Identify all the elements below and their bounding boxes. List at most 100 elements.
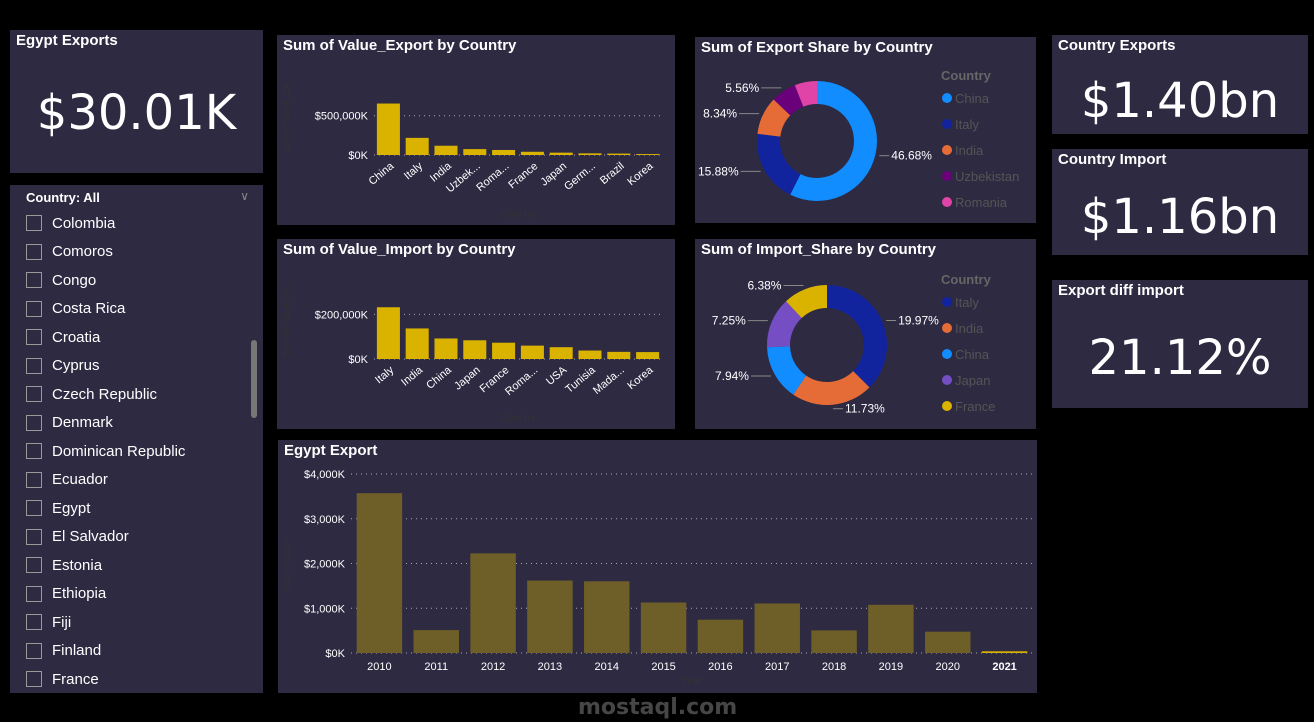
import-share-donut: Sum of Import_Share by Country 19.97% Ita… <box>695 239 1036 429</box>
kpi-value: 21.12% <box>1088 330 1272 386</box>
donut-slice <box>767 346 807 395</box>
checkbox[interactable] <box>26 215 42 231</box>
slicer-item[interactable]: Colombia <box>26 209 115 237</box>
slicer-item-label: France <box>52 670 99 688</box>
legend-marker <box>942 197 952 207</box>
slicer-item-label: Costa Rica <box>52 300 126 317</box>
legend-label: Italy <box>955 117 979 132</box>
checkbox[interactable] <box>26 671 42 687</box>
data-label: 7.25% <box>712 314 746 328</box>
donut-slice <box>757 99 791 137</box>
slicer-item-label: Finland <box>52 642 102 659</box>
checkbox[interactable] <box>26 414 42 431</box>
checkbox[interactable] <box>26 614 42 630</box>
data-label: 46.68% <box>891 149 932 163</box>
x-tick-label: Roma... <box>503 364 540 398</box>
checkbox[interactable] <box>26 528 42 545</box>
donut-slice <box>827 285 887 388</box>
bar <box>549 347 573 359</box>
donut-slice <box>793 371 870 405</box>
bar <box>527 580 573 653</box>
x-tick-label: 2021 <box>992 661 1016 673</box>
bar <box>578 350 602 359</box>
bar <box>405 328 429 359</box>
x-tick-label: China <box>424 364 454 392</box>
slicer-item[interactable]: Finland <box>26 637 101 665</box>
checkbox[interactable] <box>26 642 42 659</box>
data-label: 6.38% <box>747 278 781 292</box>
slicer-item[interactable]: Ethiopia <box>26 580 106 608</box>
x-tick-label: 2017 <box>765 661 789 673</box>
legend-label: India <box>955 321 984 336</box>
x-tick-label: Italy <box>402 160 426 182</box>
checkbox[interactable] <box>26 386 42 402</box>
data-label: 11.73% <box>845 402 885 416</box>
legend-label: China <box>955 91 990 106</box>
checkbox[interactable] <box>26 300 42 317</box>
export-by-country-chart: Sum of Value_Export by Country $0K $500,0… <box>277 35 675 225</box>
legend-label: Japan <box>955 373 990 388</box>
checkbox[interactable] <box>26 500 42 516</box>
kpi-title: Country Exports <box>1058 37 1176 54</box>
checkbox[interactable] <box>26 357 42 374</box>
slicer-item[interactable]: Egypt <box>26 494 90 522</box>
bar <box>434 338 458 359</box>
kpi-title: Export diff import <box>1058 282 1184 299</box>
slicer-item[interactable]: Cyprus <box>26 352 100 380</box>
scrollbar[interactable] <box>251 340 257 418</box>
legend-marker <box>942 93 952 103</box>
checkbox[interactable] <box>26 585 42 602</box>
checkbox[interactable] <box>26 272 42 288</box>
x-tick-label: France <box>506 160 540 191</box>
legend-marker <box>942 145 952 155</box>
slicer-item[interactable]: France <box>26 665 99 693</box>
slicer-item-label: Fiji <box>52 613 72 631</box>
checkbox[interactable] <box>26 471 42 488</box>
slicer-item-label: Croatia <box>52 328 101 346</box>
country-slicer[interactable]: Country: All ∨ Colombia Comoros Congo Costa… <box>10 185 263 693</box>
slicer-item[interactable]: Congo <box>26 266 96 294</box>
slicer-item[interactable]: Dominican Republic <box>26 437 185 465</box>
checkbox[interactable] <box>26 243 42 260</box>
slicer-item[interactable]: Comoros <box>26 238 113 266</box>
slicer-item[interactable]: Croatia <box>26 323 100 351</box>
kpi-egypt-exports: Egypt Exports $30.01K <box>10 30 263 173</box>
x-tick-label: Roma... <box>474 160 511 194</box>
y-tick-label: $0K <box>348 150 368 162</box>
checkbox[interactable] <box>26 557 42 573</box>
chart-title: Egypt Export <box>284 442 378 459</box>
bar <box>754 603 800 653</box>
bar <box>492 342 516 359</box>
slicer-item-label: Ethiopia <box>52 585 107 602</box>
data-label: 19.97% <box>898 313 939 327</box>
legend-label: Uzbekistan <box>955 169 1019 184</box>
x-tick-label: 2012 <box>481 661 505 673</box>
bar <box>413 630 459 653</box>
legend-marker <box>942 401 952 411</box>
checkbox[interactable] <box>26 443 42 459</box>
slicer-item[interactable]: Czech Republic <box>26 380 157 408</box>
slicer-item[interactable]: Fiji <box>26 608 71 636</box>
legend-label: Italy <box>955 295 979 310</box>
x-tick-label: 2016 <box>708 661 732 673</box>
donut-slice <box>790 81 877 201</box>
data-label: 7.94% <box>715 369 749 383</box>
x-tick-label: India <box>399 364 426 389</box>
slicer-item[interactable]: Costa Rica <box>26 295 125 323</box>
slicer-item[interactable]: Estonia <box>26 551 102 579</box>
slicer-item[interactable]: El Salvador <box>26 523 129 551</box>
x-tick-label: 2010 <box>367 661 391 673</box>
slicer-item-label: Denmark <box>52 414 113 431</box>
y-tick-label: $0K <box>325 648 345 660</box>
checkbox[interactable] <box>26 329 42 345</box>
chevron-down-icon[interactable]: ∨ <box>240 189 249 203</box>
y-axis-title: Sum of Value_Im... <box>281 281 291 357</box>
bar <box>636 352 660 359</box>
slicer-item[interactable]: Ecuador <box>26 466 108 494</box>
legend-label: China <box>955 347 990 362</box>
legend-marker <box>942 171 952 181</box>
slicer-item[interactable]: Denmark <box>26 409 113 437</box>
bar <box>607 153 631 155</box>
bar <box>492 149 516 155</box>
slicer-item-label: Ecuador <box>52 471 108 488</box>
